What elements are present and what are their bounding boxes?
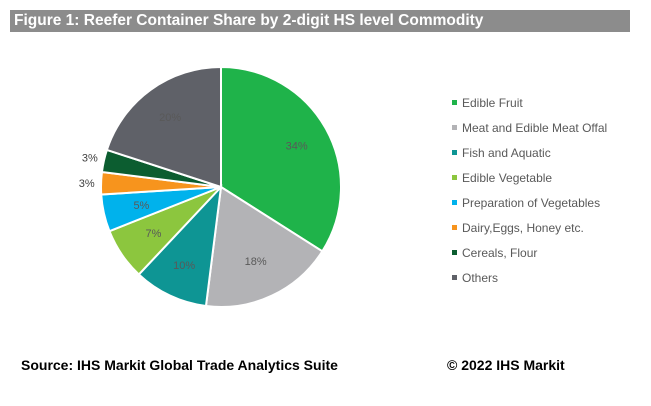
data-label: 18% [245, 256, 267, 268]
legend-item: Preparation of Vegetables [452, 190, 607, 215]
legend-marker [452, 150, 457, 155]
data-label: 3% [79, 178, 95, 190]
legend-item: Meat and Edible Meat Offal [452, 115, 607, 140]
copyright-note: © 2022 IHS Markit [447, 357, 565, 373]
legend-item: Others [452, 265, 607, 290]
pie-slice-fish-and-aquatic [137, 184, 223, 308]
data-label: 34% [286, 140, 308, 152]
data-label: 5% [133, 200, 149, 212]
source-note: Source: IHS Markit Global Trade Analytic… [21, 357, 338, 373]
data-label: 10% [173, 260, 195, 272]
data-label: 20% [159, 112, 181, 124]
legend-label: Meat and Edible Meat Offal [462, 120, 608, 135]
pie-data-labels: 34% 18% 10% 7% 5% 3% 3% 20% [79, 112, 308, 272]
data-label: 7% [146, 228, 162, 240]
legend-label: Dairy,Eggs, Honey etc. [462, 220, 584, 235]
pie-slice-meat-and-edible-meat-offal [204, 185, 324, 308]
pie-slice-others [105, 65, 222, 189]
legend-item: Cereals, Flour [452, 240, 607, 265]
legend-label: Preparation of Vegetables [462, 195, 601, 210]
legend-marker [452, 100, 457, 105]
legend-item: Fish and Aquatic [452, 140, 607, 165]
legend-marker [452, 175, 457, 180]
legend-label: Edible Fruit [462, 95, 523, 110]
figure-title: Figure 1: Reefer Container Share by 2-di… [10, 10, 630, 32]
legend-item: Dairy,Eggs, Honey etc. [452, 215, 607, 240]
legend-label: Fish and Aquatic [462, 145, 551, 160]
chart-legend: Edible Fruit Meat and Edible Meat Offal Fi… [452, 90, 607, 290]
legend-item: Edible Fruit [452, 90, 607, 115]
legend-marker [452, 275, 457, 280]
data-label: 3% [82, 153, 98, 165]
legend-marker [452, 225, 457, 230]
legend-marker [452, 125, 457, 130]
legend-marker [452, 200, 457, 205]
legend-label: Others [462, 270, 499, 285]
legend-item: Edible Vegetable [452, 165, 607, 190]
legend-label: Cereals, Flour [462, 245, 538, 260]
pie-slices [100, 65, 342, 308]
legend-label: Edible Vegetable [462, 170, 553, 185]
legend-marker [452, 250, 457, 255]
